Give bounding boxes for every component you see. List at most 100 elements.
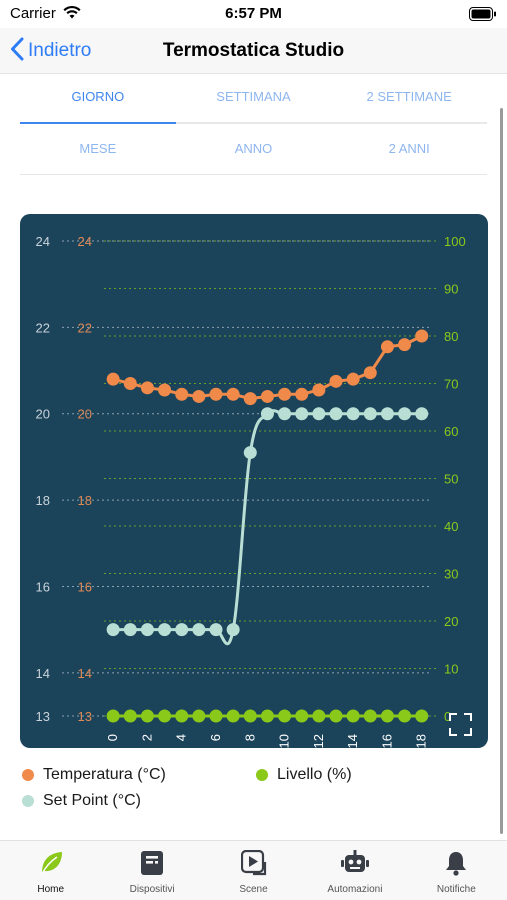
y-tick-label-left: 24 <box>36 234 50 249</box>
data-point-temperatura <box>140 381 154 395</box>
tab-mese[interactable]: MESE <box>79 141 117 156</box>
robot-icon <box>340 849 369 877</box>
data-point-livello <box>415 709 429 723</box>
tab-anno[interactable]: ANNO <box>234 141 273 156</box>
y-tick-label-right: 60 <box>444 424 458 439</box>
y-tick-label-left: 22 <box>36 320 50 335</box>
navigation-bar: Indietro Termostatica Studio <box>0 28 507 74</box>
fullscreen-icon[interactable] <box>449 713 472 736</box>
chart-legend: Temperatura (°C) Livello (%) Set Point (… <box>0 766 507 826</box>
data-point-livello <box>158 709 172 723</box>
data-point-temperatura <box>175 387 189 401</box>
battery-icon <box>469 7 497 26</box>
content-area: GIORNO SETTIMANA 2 SETTIMANE MESE ANNO 2… <box>0 74 507 840</box>
tabbar-dispositivi[interactable]: Dispositivi <box>101 841 202 900</box>
data-point-temperatura <box>329 374 343 388</box>
data-point-setpoint <box>226 623 240 637</box>
data-point-temperatura <box>106 372 120 386</box>
page-title: Termostatica Studio <box>162 40 345 61</box>
x-tick-label: 6 <box>208 734 223 741</box>
data-point-setpoint <box>415 407 429 421</box>
y-tick-label-right: 70 <box>444 377 458 392</box>
data-point-livello <box>398 709 412 723</box>
x-tick-label: 2 <box>139 734 154 741</box>
data-point-livello <box>346 709 360 723</box>
x-tick-label: 18 <box>414 734 429 748</box>
data-point-livello <box>260 709 274 723</box>
grid-lines <box>62 240 438 717</box>
data-point-setpoint <box>346 407 360 421</box>
y-tick-label-right: 20 <box>444 614 458 629</box>
legend-label-temperatura: Temperatura (°C) <box>43 766 166 783</box>
y-tick-label-temperature: 24 <box>78 234 92 249</box>
data-point-setpoint <box>312 407 326 421</box>
tab-2-settimane[interactable]: 2 SETTIMANE <box>366 89 452 104</box>
tabs-divider <box>20 174 487 175</box>
y-tick-label-left: 14 <box>36 666 50 681</box>
tab-2-anni[interactable]: 2 ANNI <box>388 141 430 156</box>
y-tick-label-temperature: 14 <box>78 666 92 681</box>
carrier-label: Carrier <box>10 5 56 22</box>
data-point-livello <box>192 709 206 723</box>
tabbar-scene[interactable]: Scene <box>203 841 304 900</box>
data-point-temperatura <box>209 387 223 401</box>
back-button[interactable]: Indietro <box>10 37 91 65</box>
data-point-temperatura <box>192 389 206 403</box>
data-point-livello <box>123 709 137 723</box>
data-point-livello <box>312 709 326 723</box>
status-bar: Carrier 6:57 PM <box>0 0 507 28</box>
tabbar-home[interactable]: Home <box>0 841 101 900</box>
tabbar-scene-label: Scene <box>239 884 268 895</box>
legend-label-setpoint: Set Point (°C) <box>43 792 141 809</box>
data-point-livello <box>243 709 257 723</box>
x-tick-label: 12 <box>311 734 326 748</box>
data-point-setpoint <box>192 623 206 637</box>
x-tick-label: 10 <box>277 734 292 748</box>
legend-item-setpoint: Set Point (°C) <box>22 792 141 810</box>
leaf-icon <box>37 849 65 877</box>
data-point-temperatura <box>123 377 137 390</box>
data-point-livello <box>295 709 309 723</box>
data-point-setpoint <box>295 407 309 421</box>
data-point-livello <box>140 709 154 723</box>
series-line-setpoint <box>113 409 422 646</box>
y-tick-label-left: 20 <box>36 407 50 422</box>
data-point-temperatura <box>415 329 429 343</box>
data-point-temperatura <box>380 340 394 354</box>
data-point-temperatura <box>278 387 292 401</box>
data-point-setpoint <box>329 407 343 421</box>
y-tick-label-left: 18 <box>36 493 50 508</box>
y-tick-label-right: 40 <box>444 519 458 534</box>
y-tick-label-right: 90 <box>444 282 458 297</box>
data-point-livello <box>380 709 394 723</box>
y-tick-label-temperature: 22 <box>78 320 92 335</box>
data-point-livello <box>209 709 223 723</box>
data-point-setpoint <box>209 623 223 637</box>
tab-giorno[interactable]: GIORNO <box>71 89 125 104</box>
scroll-indicator[interactable] <box>500 108 503 834</box>
data-point-setpoint <box>278 407 292 421</box>
data-point-temperatura <box>226 387 240 401</box>
data-point-temperatura <box>260 389 274 403</box>
tabbar-notifiche[interactable]: Notifiche <box>406 841 507 900</box>
y-axis-left: 24 22 20 18 16 14 13 <box>36 234 50 724</box>
data-point-setpoint <box>123 623 137 637</box>
tabbar-notifiche-label: Notifiche <box>436 884 476 895</box>
data-point-setpoint <box>363 407 377 421</box>
data-point-setpoint <box>175 623 189 637</box>
legend-label-livello: Livello (%) <box>277 766 352 783</box>
data-point-livello <box>363 709 377 723</box>
tabbar-automazioni[interactable]: Automazioni <box>304 841 405 900</box>
data-point-livello <box>278 709 292 723</box>
range-tabs-row-1: GIORNO SETTIMANA 2 SETTIMANE <box>20 74 487 120</box>
data-point-setpoint <box>140 623 154 637</box>
x-tick-label: 8 <box>242 734 257 741</box>
y-tick-label-right: 0 <box>444 709 451 724</box>
data-point-livello <box>329 709 343 723</box>
y-tick-label-right: 100 <box>444 234 466 249</box>
series-layer <box>106 329 429 723</box>
tab-bar: Home Dispositivi Scene <box>0 840 507 900</box>
tab-settimana[interactable]: SETTIMANA <box>216 89 291 104</box>
data-point-setpoint <box>106 623 120 637</box>
